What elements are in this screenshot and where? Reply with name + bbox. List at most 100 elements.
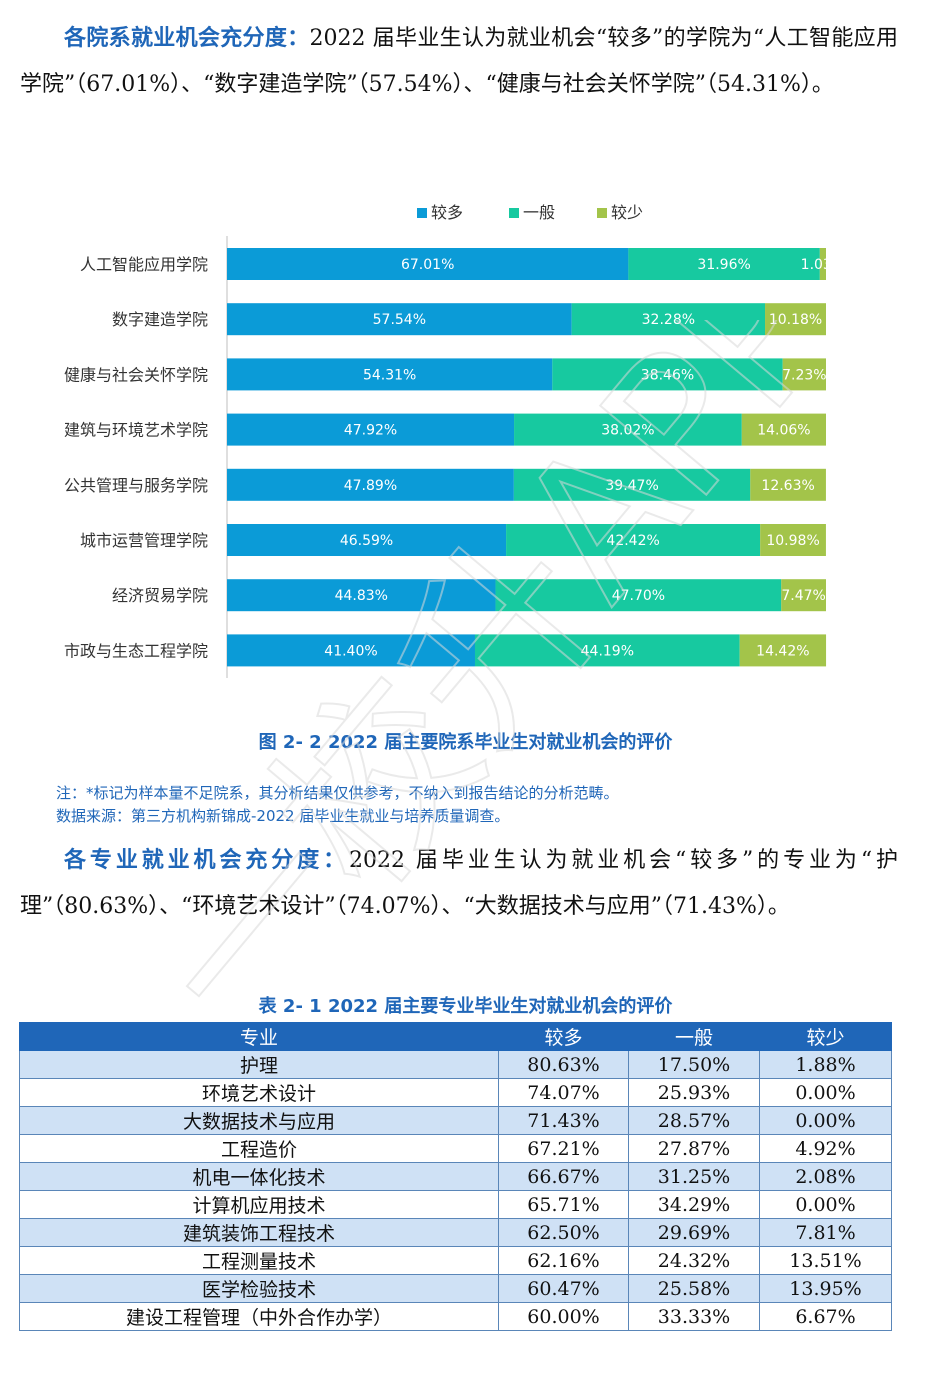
- figure-caption: 图 2- 2 2022 届主要院系毕业生对就业机会的评价: [258, 732, 673, 753]
- chart-notes: 注：*标记为样本量不足院系，其分析结果仅供参考，不纳入到报告结论的分析范畴。 数…: [56, 782, 619, 828]
- category-label: 城市运营管理学院: [80, 531, 208, 550]
- data-label: 54.31%: [363, 367, 416, 383]
- bar-segment: [227, 579, 496, 612]
- table-cell: 机电一体化技术: [19, 1162, 499, 1191]
- table-cell: 大数据技术与应用: [19, 1106, 499, 1135]
- bar-segment: [765, 303, 826, 336]
- note-text: 注：*标记为样本量不足院系，其分析结果仅供参考，不纳入到报告结论的分析范畴。: [56, 784, 619, 802]
- table-cell: 67.21%: [498, 1134, 629, 1163]
- legend-swatch: [417, 208, 427, 218]
- table-cell: 6.67%: [759, 1302, 892, 1331]
- category-label: 建筑与环境艺术学院: [64, 421, 208, 440]
- intro-paragraph-colleges: 各院系就业机会充分度：2022 届毕业生认为就业机会“较多”的学院为“人工智能应…: [20, 16, 898, 108]
- bar-segment: [750, 468, 826, 501]
- table-row: 建筑装饰工程技术 62.50% 29.69% 7.81%: [19, 1218, 892, 1247]
- bar-segment: [782, 358, 826, 391]
- data-label: 44.83%: [335, 588, 388, 604]
- table-caption: 表 2- 1 2022 届主要专业毕业生对就业机会的评价: [258, 996, 673, 1017]
- legend-swatch: [509, 208, 519, 218]
- data-label: 32.28%: [642, 312, 695, 328]
- bar-segment: [514, 413, 742, 446]
- table-cell: 62.50%: [498, 1218, 629, 1247]
- table-cell: 62.16%: [498, 1246, 629, 1275]
- bar-segment: [495, 579, 782, 612]
- bar-segment: [227, 468, 514, 501]
- table-body: 护理 80.63% 17.50% 1.88% 环境艺术设计 74.07% 25.93% 0.0…: [19, 1050, 892, 1331]
- bar-segment: [571, 303, 766, 336]
- data-label: 14.06%: [757, 423, 810, 439]
- table-cell: 13.95%: [759, 1274, 892, 1303]
- bar-segment: [474, 634, 740, 667]
- table-cell: 29.69%: [628, 1218, 760, 1247]
- table-header-cell: 较少: [759, 1022, 892, 1051]
- table-cell: 28.57%: [628, 1106, 760, 1135]
- table-cell: 0.00%: [759, 1190, 892, 1219]
- legend-label: 较多: [431, 203, 463, 222]
- data-label: 31.96%: [697, 257, 750, 273]
- table-cell: 34.29%: [628, 1190, 760, 1219]
- table-cell: 医学检验技术: [19, 1274, 499, 1303]
- bar-segment: [227, 358, 553, 391]
- data-label: 42.42%: [606, 533, 659, 549]
- table-cell: 建设工程管理（中外合作办学）: [19, 1302, 499, 1331]
- data-label: 39.47%: [605, 478, 658, 494]
- paragraph-lead: 各院系就业机会充分度：: [64, 26, 310, 51]
- table-row: 工程测量技术 62.16% 24.32% 13.51%: [19, 1246, 892, 1275]
- table-row: 工程造价 67.21% 27.87% 4.92%: [19, 1134, 892, 1163]
- paragraph-text: 2022 届毕业生认为就业机会“较多”的专业为“护理”（80.63%）、“环境艺…: [20, 848, 898, 919]
- bar-segment: [227, 413, 515, 446]
- table-row: 计算机应用技术 65.71% 34.29% 0.00%: [19, 1190, 892, 1219]
- data-label: 7.47%: [781, 588, 825, 604]
- table-header-row: 专业 较多 一般 较少: [19, 1022, 892, 1051]
- data-label: 41.40%: [324, 643, 377, 659]
- bar-segment: [552, 358, 783, 391]
- table-cell: 7.81%: [759, 1218, 892, 1247]
- data-label: 38.46%: [641, 367, 694, 383]
- data-label: 47.70%: [612, 588, 665, 604]
- table-row: 环境艺术设计 74.07% 25.93% 0.00%: [19, 1078, 892, 1107]
- table-cell: 4.92%: [759, 1134, 892, 1163]
- table-header-cell: 一般: [628, 1022, 760, 1051]
- table-header-cell: 专业: [19, 1022, 499, 1051]
- table-cell: 工程造价: [19, 1134, 499, 1163]
- bar-segment: [781, 579, 826, 612]
- majors-table: 专业 较多 一般 较少 护理 80.63% 17.50% 1.88% 环境艺术设计 74.07%…: [19, 1022, 892, 1331]
- legend-swatch: [597, 208, 607, 218]
- table-cell: 环境艺术设计: [19, 1078, 499, 1107]
- data-label: 47.89%: [344, 478, 397, 494]
- table-row: 机电一体化技术 66.67% 31.25% 2.08%: [19, 1162, 892, 1191]
- table-cell: 2.08%: [759, 1162, 892, 1191]
- bar-segment: [819, 248, 826, 280]
- table-row: 医学检验技术 60.47% 25.58% 13.95%: [19, 1274, 892, 1303]
- data-label: 10.18%: [769, 312, 822, 328]
- table-cell: 工程测量技术: [19, 1246, 499, 1275]
- data-label: 12.63%: [761, 478, 814, 494]
- table-row: 大数据技术与应用 71.43% 28.57% 0.00%: [19, 1106, 892, 1135]
- bar-segment: [513, 468, 751, 501]
- data-label: 1.03%: [801, 257, 845, 273]
- table-cell: 护理: [19, 1050, 499, 1079]
- table-cell: 13.51%: [759, 1246, 892, 1275]
- legend-label: 一般: [523, 203, 555, 222]
- table-cell: 60.47%: [498, 1274, 629, 1303]
- intro-paragraph-majors: 各专业就业机会充分度：2022 届毕业生认为就业机会“较多”的专业为“护理”（8…: [20, 838, 898, 930]
- bar-segment: [227, 524, 507, 556]
- source-text: 数据来源：第三方机构新锦成-2022 届毕业生就业与培养质量调查。: [56, 807, 510, 825]
- bar-segment: [739, 634, 827, 667]
- bar-segment: [628, 248, 820, 280]
- bar-segment: [506, 524, 761, 556]
- table-row: 建设工程管理（中外合作办学） 60.00% 33.33% 6.67%: [19, 1302, 892, 1331]
- table-cell: 60.00%: [498, 1302, 629, 1331]
- data-label: 10.98%: [766, 533, 819, 549]
- bar-segment: [760, 524, 826, 556]
- category-label: 健康与社会关怀学院: [64, 365, 208, 384]
- table-cell: 24.32%: [628, 1246, 760, 1275]
- table-cell: 27.87%: [628, 1134, 760, 1163]
- data-label: 38.02%: [601, 423, 654, 439]
- bar-segment: [227, 303, 572, 336]
- category-label: 市政与生态工程学院: [64, 641, 208, 660]
- data-label: 67.01%: [401, 257, 454, 273]
- category-label: 数字建造学院: [112, 310, 208, 329]
- table-cell: 66.67%: [498, 1162, 629, 1191]
